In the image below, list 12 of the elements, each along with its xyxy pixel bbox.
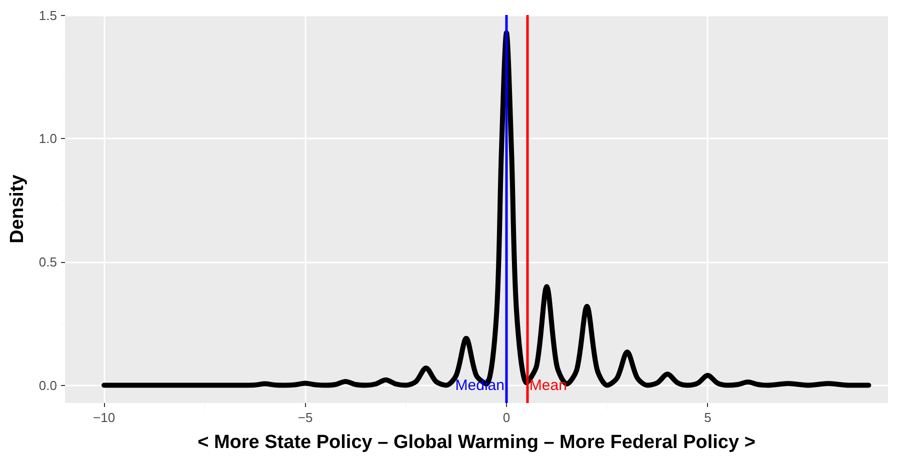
ref-line-label: Median bbox=[455, 376, 504, 394]
y-tick-label: 1.0 bbox=[38, 131, 57, 146]
x-axis-title: < More State Policy – Global Warming – More Federal Policy > bbox=[198, 432, 756, 453]
y-tick-label: 0.5 bbox=[38, 254, 57, 270]
x-tick-label: 5 bbox=[704, 410, 712, 425]
x-tick-label: −5 bbox=[298, 410, 313, 425]
x-tick-label: −10 bbox=[93, 410, 116, 425]
y-tick-label: 0.0 bbox=[38, 378, 57, 393]
ref-line-label: Mean bbox=[529, 376, 567, 394]
y-tick-label: 1.5 bbox=[38, 8, 57, 23]
x-tick-label: 0 bbox=[502, 410, 510, 425]
y-axis-title: Density bbox=[7, 174, 28, 244]
